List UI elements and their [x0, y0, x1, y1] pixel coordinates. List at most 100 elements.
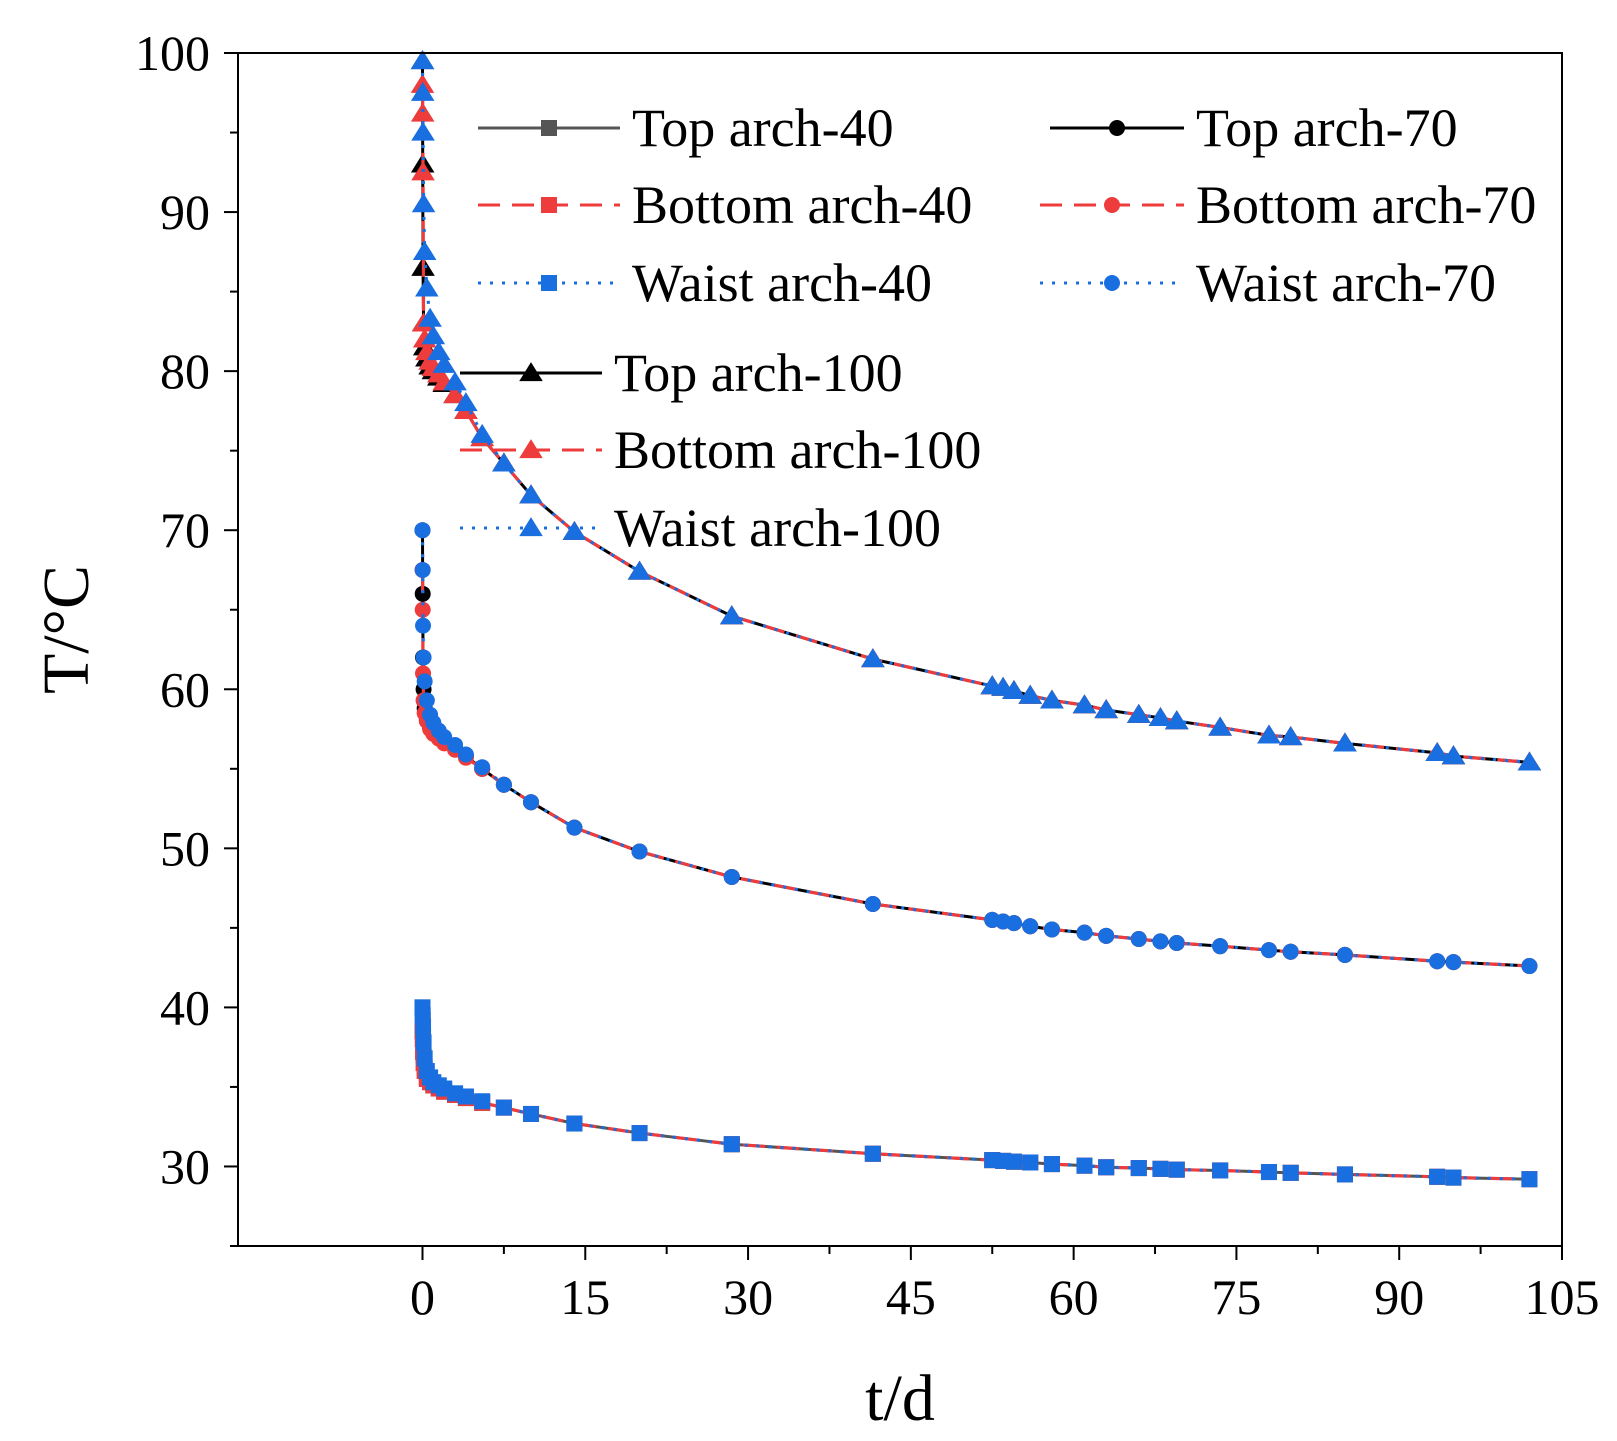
x-tick-label: 15 — [560, 1269, 610, 1325]
data-point — [495, 776, 512, 793]
data-point — [1148, 707, 1173, 727]
data-point — [861, 648, 885, 668]
data-point — [519, 484, 543, 504]
data-point — [1429, 1168, 1446, 1185]
legend: Top arch-40 Top arch-70 Bottom arch-40 Bott… — [460, 98, 1536, 558]
data-point — [1130, 1160, 1147, 1177]
series-line — [420, 60, 1530, 764]
data-point — [1002, 680, 1026, 699]
data-point — [416, 673, 433, 690]
x-axis-label: t/d — [865, 1362, 935, 1435]
y-axis-label: T/°C — [30, 565, 103, 694]
series-line — [420, 60, 1530, 765]
series-waist-arch-40 — [414, 999, 1538, 1188]
y-tick-label: 80 — [160, 343, 210, 399]
legend-item: Top arch-100 — [460, 343, 903, 403]
data-point — [470, 423, 494, 443]
data-point — [414, 522, 431, 539]
data-point — [411, 121, 435, 141]
series-line — [420, 1031, 1530, 1181]
legend-item: Waist arch-40 — [478, 253, 932, 313]
data-point — [414, 601, 431, 618]
y-tick-label: 50 — [160, 820, 210, 876]
data-point — [1098, 1159, 1115, 1176]
data-point — [1521, 958, 1538, 975]
data-point — [418, 692, 435, 709]
x-tick-label: 105 — [1525, 1269, 1600, 1325]
data-point — [723, 1136, 740, 1153]
series-line — [420, 1007, 1530, 1181]
data-point — [523, 1105, 540, 1122]
data-point — [1336, 946, 1353, 963]
data-point — [1212, 938, 1229, 955]
plot-frame — [237, 52, 1563, 1247]
data-point — [566, 1115, 583, 1132]
data-point — [631, 1125, 648, 1142]
data-point — [1072, 694, 1097, 714]
data-point — [415, 649, 432, 666]
data-point — [1152, 1160, 1169, 1177]
data-point — [1278, 726, 1303, 746]
series-top-arch-100 — [410, 50, 1542, 771]
data-point — [1441, 745, 1466, 765]
data-point — [457, 1088, 474, 1105]
legend-label: Waist arch-40 — [632, 253, 932, 313]
data-point — [410, 102, 435, 122]
data-point — [474, 759, 491, 776]
data-point — [1260, 942, 1277, 959]
data-point — [432, 353, 456, 373]
data-point — [1336, 1166, 1353, 1183]
legend-item: Top arch-40 — [478, 98, 894, 158]
y-tick-label: 40 — [160, 979, 210, 1035]
data-point — [562, 520, 587, 540]
data-point — [1076, 1157, 1093, 1174]
x-tick-label: 75 — [1211, 1269, 1261, 1325]
legend-marker — [541, 120, 557, 136]
legend-marker — [541, 275, 557, 291]
data-point — [1076, 924, 1093, 941]
data-point — [1126, 703, 1151, 723]
legend-item: Bottom arch-70 — [1040, 175, 1536, 235]
data-point — [1429, 953, 1446, 970]
data-point — [1022, 1154, 1039, 1171]
data-point — [1282, 943, 1299, 960]
y-tick-label: 60 — [160, 661, 210, 717]
data-point — [1043, 1156, 1060, 1173]
legend-marker — [1109, 120, 1125, 136]
y-tick-label: 70 — [160, 502, 210, 558]
series-line — [420, 530, 1530, 968]
data-point — [1018, 684, 1043, 704]
legend-item: Bottom arch-40 — [478, 175, 972, 235]
data-point — [1130, 931, 1147, 948]
x-tick-label: 45 — [886, 1269, 936, 1325]
data-point — [411, 193, 436, 213]
data-point — [416, 1050, 433, 1067]
data-point — [474, 1093, 491, 1110]
data-point — [1212, 1162, 1229, 1179]
legend-label: Waist arch-100 — [614, 498, 941, 558]
legend-label: Top arch-70 — [1196, 98, 1458, 158]
x-tick-label: 90 — [1374, 1269, 1424, 1325]
data-point — [1282, 1164, 1299, 1181]
data-point — [1098, 927, 1115, 944]
legend-label: Top arch-40 — [632, 98, 894, 158]
series-waist-arch-70 — [414, 522, 1538, 975]
data-point — [495, 1099, 512, 1116]
data-point — [1168, 1161, 1185, 1178]
data-point — [492, 452, 516, 472]
y-tick-label: 90 — [160, 184, 210, 240]
series-top-arch-70 — [414, 522, 1538, 975]
legend-marker — [519, 439, 543, 459]
data-point — [415, 1034, 432, 1051]
data-point — [1164, 710, 1189, 730]
data-point — [443, 384, 467, 404]
data-point — [1208, 716, 1232, 736]
legend-item: Waist arch-100 — [460, 498, 941, 558]
legend-marker — [1104, 275, 1120, 291]
x-tick-label: 0 — [410, 1269, 435, 1325]
ticks: 0 15 30 45 60 75 90 105 30 40 50 60 70 80 90 100 — [135, 25, 1600, 1325]
data-point — [414, 585, 431, 602]
series-line — [420, 530, 1530, 968]
legend-label: Top arch-100 — [614, 343, 903, 403]
